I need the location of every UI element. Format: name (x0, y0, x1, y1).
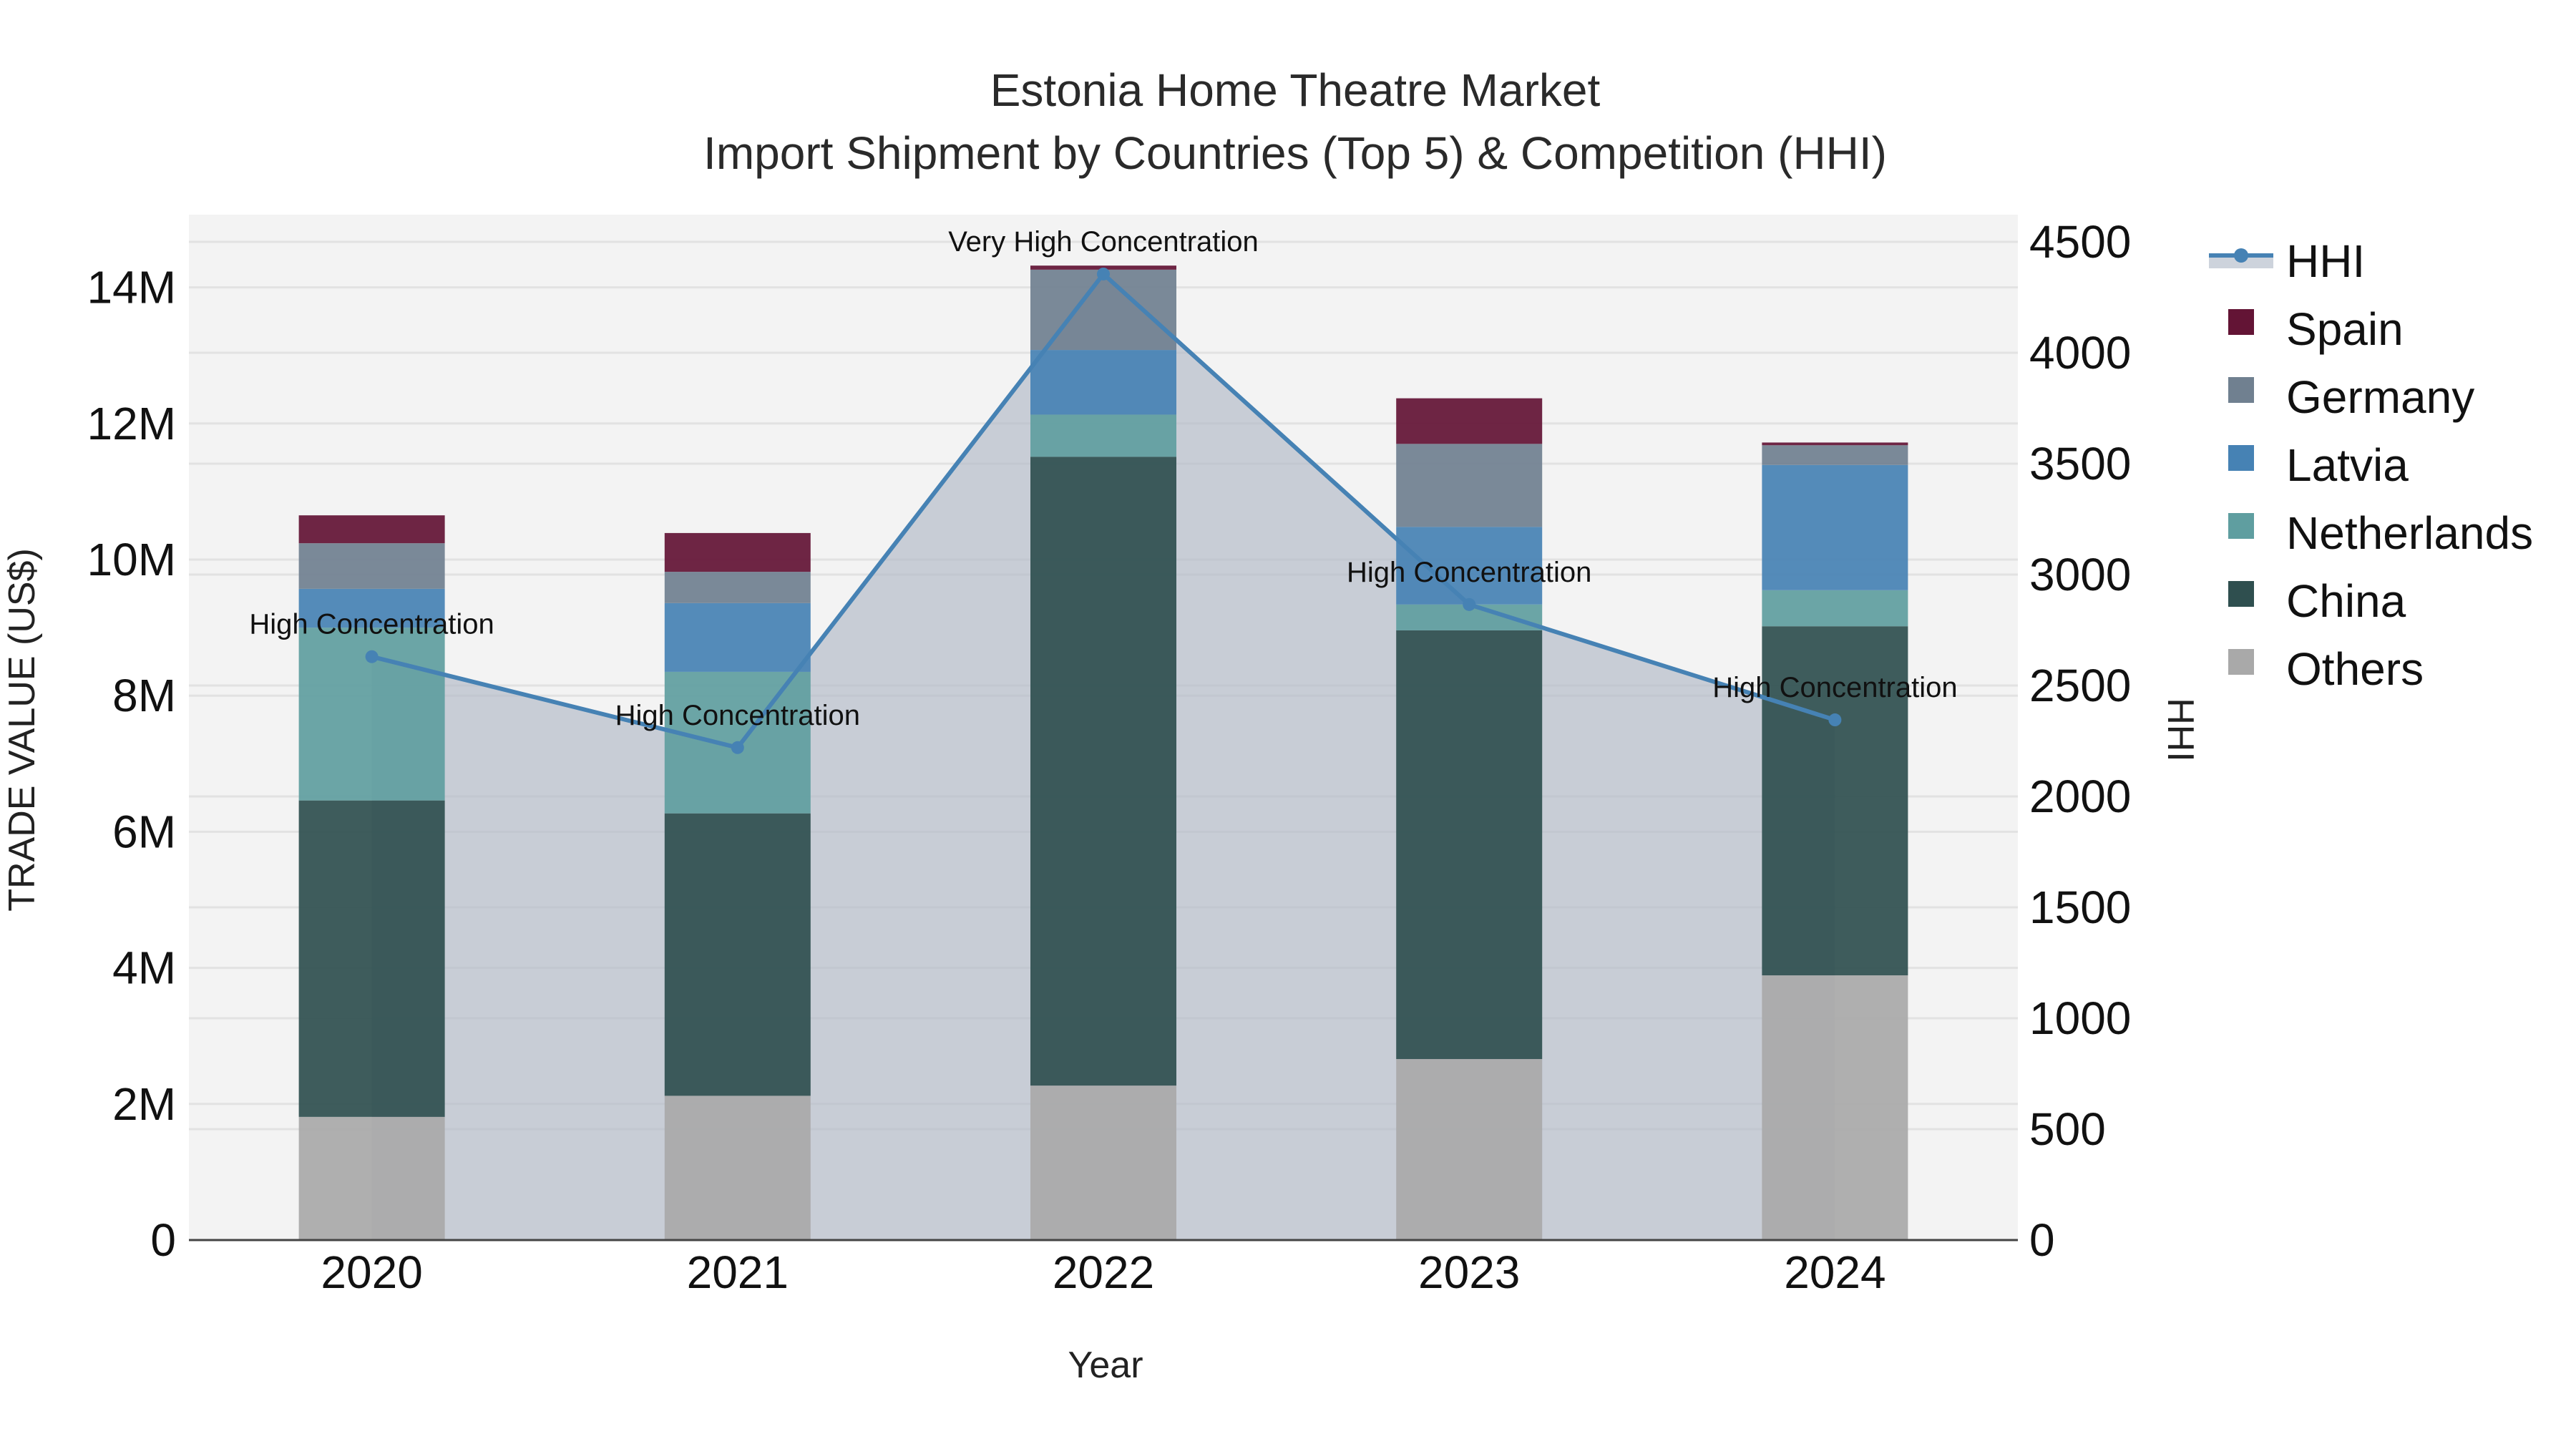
legend-item-latvia[interactable]: Latvia (2228, 439, 2409, 491)
x-axis-title: Year (1068, 1345, 1143, 1386)
x-tick-label: 2020 (321, 1246, 422, 1298)
bar-segment-germany[interactable] (1762, 445, 1908, 465)
bar-segment-latvia[interactable] (1396, 527, 1543, 605)
hhi-line (365, 267, 1842, 754)
bar-stack-2024[interactable] (1762, 442, 1908, 1240)
y2-tick-label: 2500 (2029, 660, 2131, 711)
y2-axis-ticks: 0 500 1000 1500 2000 2500 3000 3500 4000 4500 (2029, 216, 2131, 1266)
legend-label: HHI (2286, 235, 2365, 287)
x-tick-label: 2021 (687, 1246, 789, 1298)
legend-label: Latvia (2286, 439, 2409, 491)
legend-label: Netherlands (2286, 507, 2533, 559)
y2-tick-label: 3500 (2029, 438, 2131, 489)
bar-segment-germany[interactable] (298, 543, 445, 589)
y-tick-label: 6M (112, 806, 176, 857)
x-axis-ticks: 2020 2021 2022 2023 2024 (321, 1246, 1885, 1298)
bar-segment-others[interactable] (1030, 1085, 1176, 1240)
hhi-annotation: High Concentration (1347, 557, 1591, 588)
bar-segment-china[interactable] (664, 813, 811, 1096)
bar-segment-netherlands[interactable] (1762, 590, 1908, 627)
y2-tick-label: 500 (2029, 1103, 2106, 1155)
bar-segment-latvia[interactable] (298, 588, 445, 628)
bar-stack-2023[interactable] (1396, 398, 1543, 1240)
hhi-annotation: High Concentration (615, 700, 860, 731)
x-tick-label: 2022 (1053, 1246, 1154, 1298)
bar-segment-germany[interactable] (1396, 444, 1543, 527)
bar-segment-latvia[interactable] (1762, 464, 1908, 590)
legend-label: Others (2286, 643, 2424, 695)
y-tick-label: 4M (112, 942, 176, 994)
legend-swatch-icon (2228, 513, 2254, 539)
bar-stack-2020[interactable] (298, 515, 445, 1240)
bar-segment-spain[interactable] (1396, 398, 1543, 444)
bar-segment-china[interactable] (1762, 626, 1908, 976)
bar-segment-others[interactable] (664, 1096, 811, 1240)
bar-segment-spain[interactable] (298, 515, 445, 544)
y-tick-label: 8M (112, 670, 176, 721)
y-tick-label: 12M (87, 398, 177, 449)
legend-item-germany[interactable]: Germany (2228, 371, 2474, 423)
legend-item-spain[interactable]: Spain (2228, 303, 2404, 355)
hhi-annotation: High Concentration (1712, 672, 1957, 703)
chart-subtitle: Import Shipment by Countries (Top 5) & C… (703, 127, 1887, 179)
bar-segment-others[interactable] (1762, 975, 1908, 1240)
bar-segment-netherlands[interactable] (1030, 414, 1176, 457)
hhi-marker-2021[interactable] (731, 741, 744, 754)
hhi-legend-marker-icon (2234, 248, 2248, 263)
hhi-annotations: High Concentration High Concentration Very… (249, 226, 1957, 731)
y-tick-label: 14M (87, 262, 177, 313)
legend-swatch-icon (2228, 581, 2254, 607)
hhi-marker-2020[interactable] (365, 650, 379, 663)
bar-stack-2022[interactable] (1030, 265, 1176, 1240)
legend-item-others[interactable]: Others (2228, 643, 2424, 695)
y-tick-label: 10M (87, 534, 177, 585)
y2-tick-label: 4000 (2029, 327, 2131, 379)
x-tick-label: 2024 (1784, 1246, 1885, 1298)
bar-segment-china[interactable] (298, 800, 445, 1117)
hhi-marker-2024[interactable] (1828, 713, 1842, 727)
hhi-annotation: High Concentration (249, 609, 494, 640)
legend-swatch-icon (2228, 445, 2254, 471)
y2-tick-label: 4500 (2029, 216, 2131, 268)
y2-tick-label: 3000 (2029, 549, 2131, 600)
bar-segment-china[interactable] (1396, 630, 1543, 1060)
bar-segment-spain[interactable] (1762, 442, 1908, 446)
chart-title: Estonia Home Theatre Market (990, 64, 1601, 116)
x-tick-label: 2023 (1418, 1246, 1520, 1298)
legend-label: Germany (2286, 371, 2474, 423)
bar-segment-others[interactable] (1396, 1059, 1543, 1240)
y2-tick-label: 0 (2029, 1214, 2055, 1266)
hhi-marker-2023[interactable] (1463, 597, 1476, 611)
legend: HHI Spain Germany Latvia Netherlands China Oth… (2209, 235, 2533, 695)
bar-segment-china[interactable] (1030, 457, 1176, 1086)
hhi-marker-2022[interactable] (1097, 267, 1110, 280)
stacked-bars (298, 265, 1908, 1240)
legend-label: China (2286, 575, 2406, 627)
legend-item-hhi[interactable]: HHI (2209, 235, 2365, 287)
bar-segment-spain[interactable] (664, 532, 811, 572)
y-tick-label: 0 (150, 1214, 176, 1266)
bar-segment-latvia[interactable] (1030, 350, 1176, 415)
legend-item-china[interactable]: China (2228, 575, 2406, 627)
y2-tick-label: 2000 (2029, 771, 2131, 822)
y-axis-title: TRADE VALUE (US$) (1, 548, 43, 912)
legend-item-netherlands[interactable]: Netherlands (2228, 507, 2533, 559)
legend-swatch-icon (2228, 309, 2254, 335)
y-axis-ticks: 0 2M 4M 6M 8M 10M 12M 14M (87, 262, 177, 1266)
bar-stack-2021[interactable] (664, 532, 811, 1240)
bar-segment-latvia[interactable] (664, 602, 811, 672)
bar-segment-germany[interactable] (664, 572, 811, 603)
y2-axis-title: HHI (2160, 698, 2201, 762)
legend-swatch-icon (2228, 377, 2254, 403)
legend-label: Spain (2286, 303, 2404, 355)
bar-segment-others[interactable] (298, 1116, 445, 1240)
hhi-annotation: Very High Concentration (948, 226, 1259, 258)
y2-tick-label: 1500 (2029, 882, 2131, 933)
legend-swatch-icon (2228, 649, 2254, 675)
y-tick-label: 2M (112, 1078, 176, 1130)
y2-tick-label: 1000 (2029, 992, 2131, 1044)
